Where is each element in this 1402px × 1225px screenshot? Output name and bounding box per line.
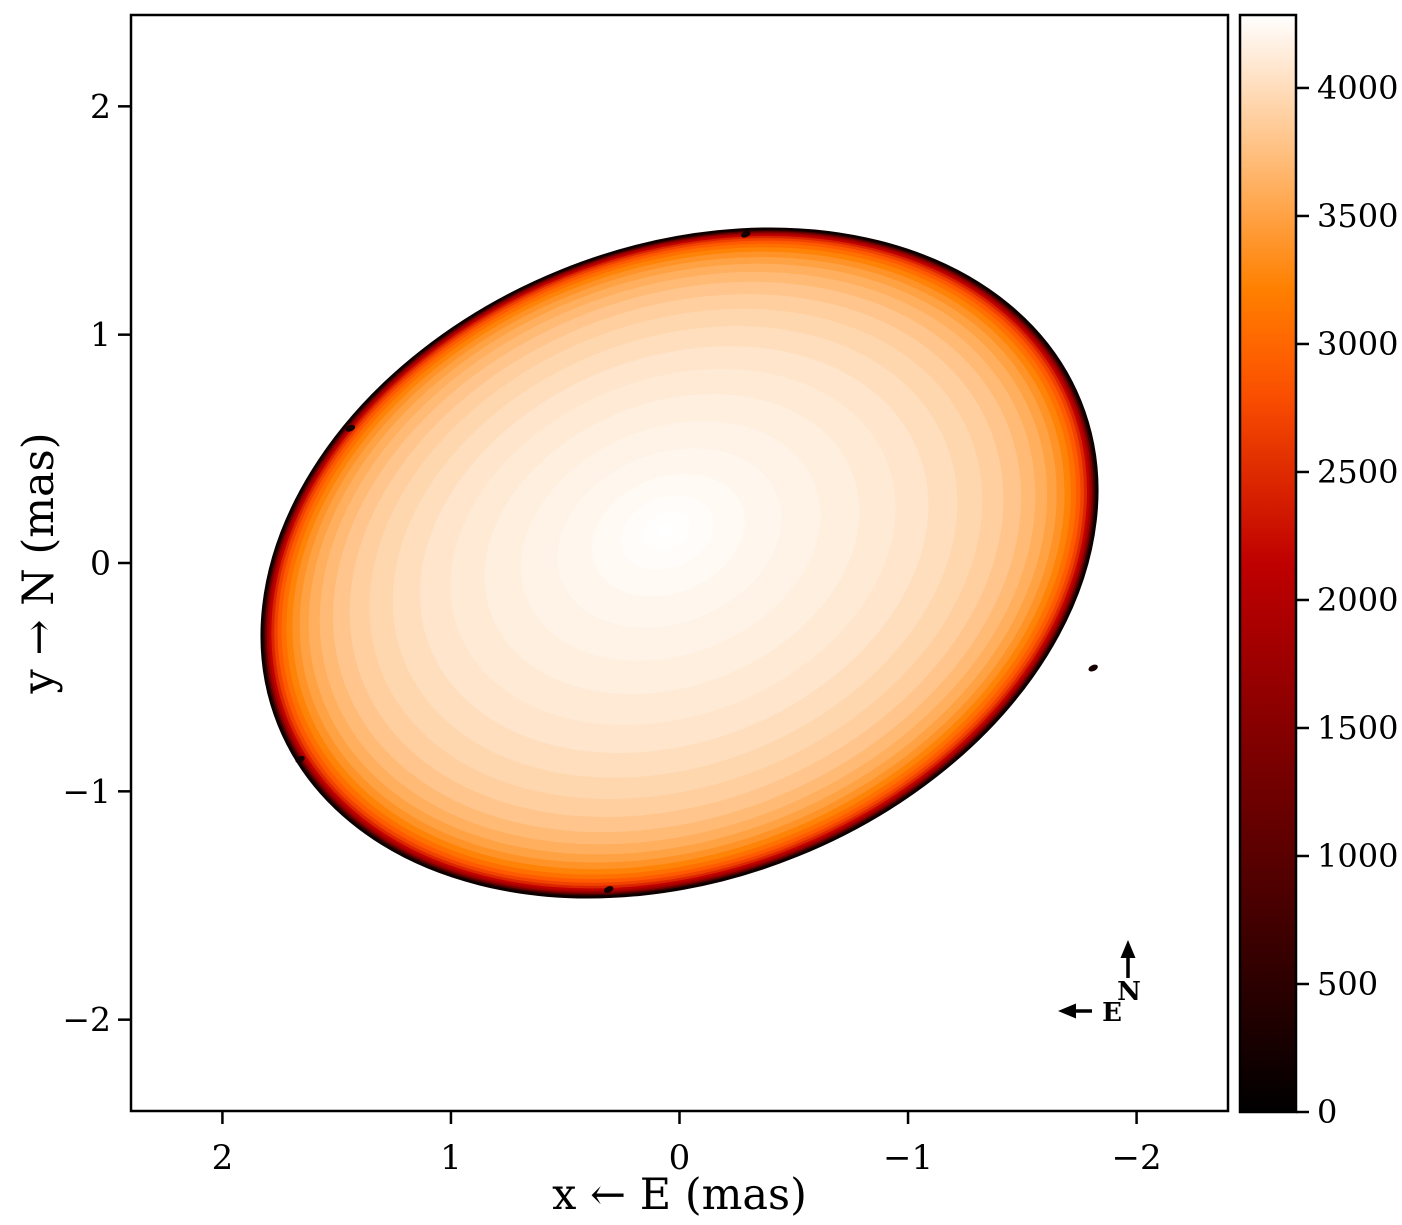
compass-north-label: N [1117, 977, 1141, 1007]
y-tick-label: −1 [62, 772, 111, 811]
colorbar-tick-label: 3000 [1317, 325, 1398, 363]
rim-speck [295, 755, 305, 763]
y-axis-ticks: 2 1 0 −1 −2 [62, 87, 131, 1039]
y-axis-label: y → N (mas) [14, 432, 64, 694]
contour-band [656, 522, 676, 537]
colorbar-tick-label: 4000 [1317, 69, 1398, 107]
x-tick-label: −2 [1112, 1138, 1162, 1178]
colorbar-tick-label: 500 [1317, 965, 1378, 1003]
east-arrow-icon [1058, 1003, 1076, 1019]
colorbar-tick-label: 0 [1317, 1093, 1337, 1131]
rim-specks [295, 230, 1098, 893]
x-axis-ticks: 2 1 0 −1 −2 [212, 1111, 1162, 1178]
rim-speck [741, 230, 751, 238]
colorbar [1238, 13, 1298, 1114]
x-tick-label: 0 [669, 1138, 691, 1178]
x-tick-label: −1 [883, 1138, 933, 1178]
compass: NE [1058, 940, 1141, 1028]
rim-speck [603, 886, 614, 893]
colorbar-tick-label: 3500 [1317, 197, 1398, 235]
colorbar-tick-label: 1000 [1317, 837, 1398, 875]
y-tick-label: 1 [90, 315, 111, 354]
colorbar-tick-label: 2500 [1317, 453, 1398, 491]
rim-speck [345, 424, 356, 432]
north-arrow-icon [1120, 940, 1136, 958]
compass-east-label: E [1102, 998, 1122, 1028]
x-axis-label: x ← E (mas) [552, 1170, 807, 1220]
x-tick-label: 2 [212, 1138, 234, 1178]
stellar-disk [260, 227, 1099, 899]
rim-speck [1088, 664, 1098, 672]
colorbar-ticks: 0 500 1000 1500 2000 2500 3000 3500 4000 [1296, 69, 1398, 1131]
y-tick-label: 2 [90, 87, 111, 126]
y-tick-label: −2 [62, 1000, 111, 1039]
x-tick-label: 1 [440, 1138, 462, 1178]
colorbar-tick-label: 2000 [1317, 581, 1398, 619]
colorbar-tick-label: 1500 [1317, 709, 1398, 747]
y-tick-label: 0 [90, 544, 111, 583]
